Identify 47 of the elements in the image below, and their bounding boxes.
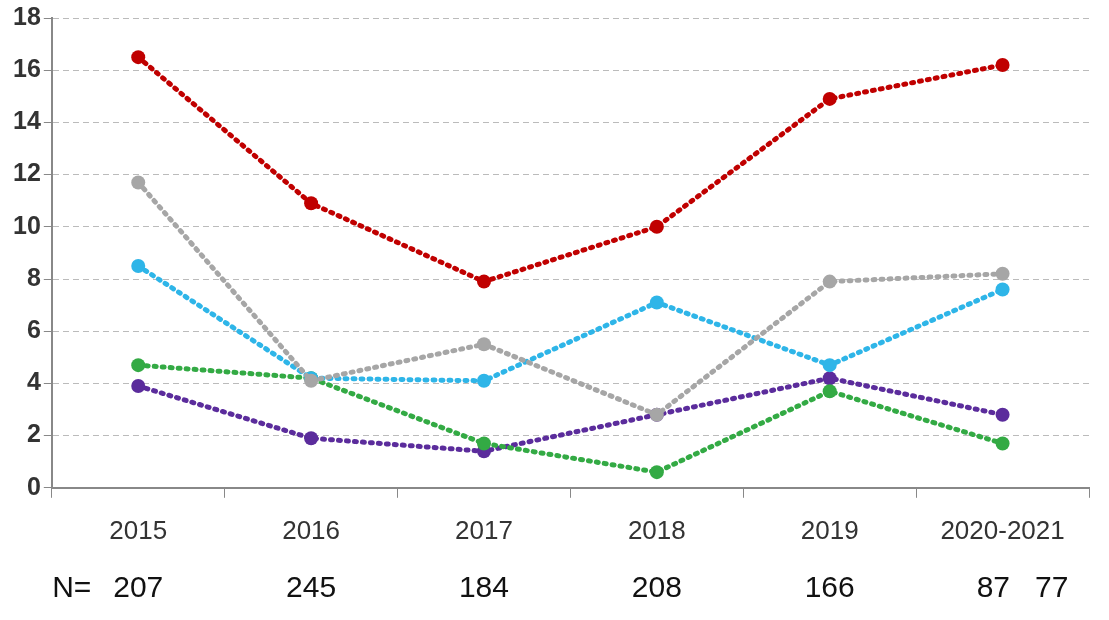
x-tick-label: 2018 (627, 514, 686, 545)
point (131, 358, 146, 373)
point (995, 57, 1010, 72)
text: 208 (631, 570, 682, 604)
point (995, 282, 1010, 297)
text: N= (52, 570, 92, 604)
point (649, 295, 664, 310)
point (995, 407, 1010, 422)
point (476, 274, 491, 289)
x-tick-label: 2016 (282, 514, 341, 545)
x-tick-label: 2019 (800, 514, 859, 545)
point (476, 373, 491, 388)
text: 207 (113, 570, 164, 604)
point (649, 219, 664, 234)
y-tick-label: 0 (26, 471, 41, 500)
y-tick-label: 14 (13, 106, 41, 135)
x-tick-label: 2017 (455, 514, 513, 545)
point (822, 371, 837, 386)
point (131, 175, 146, 190)
y-tick-label: 4 (26, 367, 41, 396)
point (131, 258, 146, 273)
y-tick-label: 8 (26, 262, 41, 291)
point (995, 436, 1010, 451)
point (995, 266, 1010, 281)
text: 245 (286, 570, 337, 604)
point (822, 384, 837, 399)
y-tick-label: 2 (26, 419, 41, 448)
point (822, 91, 837, 106)
text: 166 (804, 570, 855, 604)
point (822, 358, 837, 373)
y-tick-label: 10 (13, 210, 41, 239)
y-tick-label: 16 (13, 54, 41, 83)
point (476, 337, 491, 352)
y-tick-label: 12 (13, 158, 41, 187)
point (476, 436, 491, 451)
point (131, 50, 146, 65)
x-tick-label: 2020-2021 (940, 514, 1065, 545)
point (304, 196, 319, 211)
y-tick-label: 18 (13, 1, 41, 30)
text: 184 (458, 570, 509, 604)
y-tick-label: 6 (26, 315, 41, 344)
point (131, 379, 146, 394)
point (649, 465, 664, 480)
text: 87 77 (976, 570, 1069, 604)
point (822, 274, 837, 289)
point (304, 431, 319, 446)
x-tick-label: 2015 (109, 514, 168, 545)
